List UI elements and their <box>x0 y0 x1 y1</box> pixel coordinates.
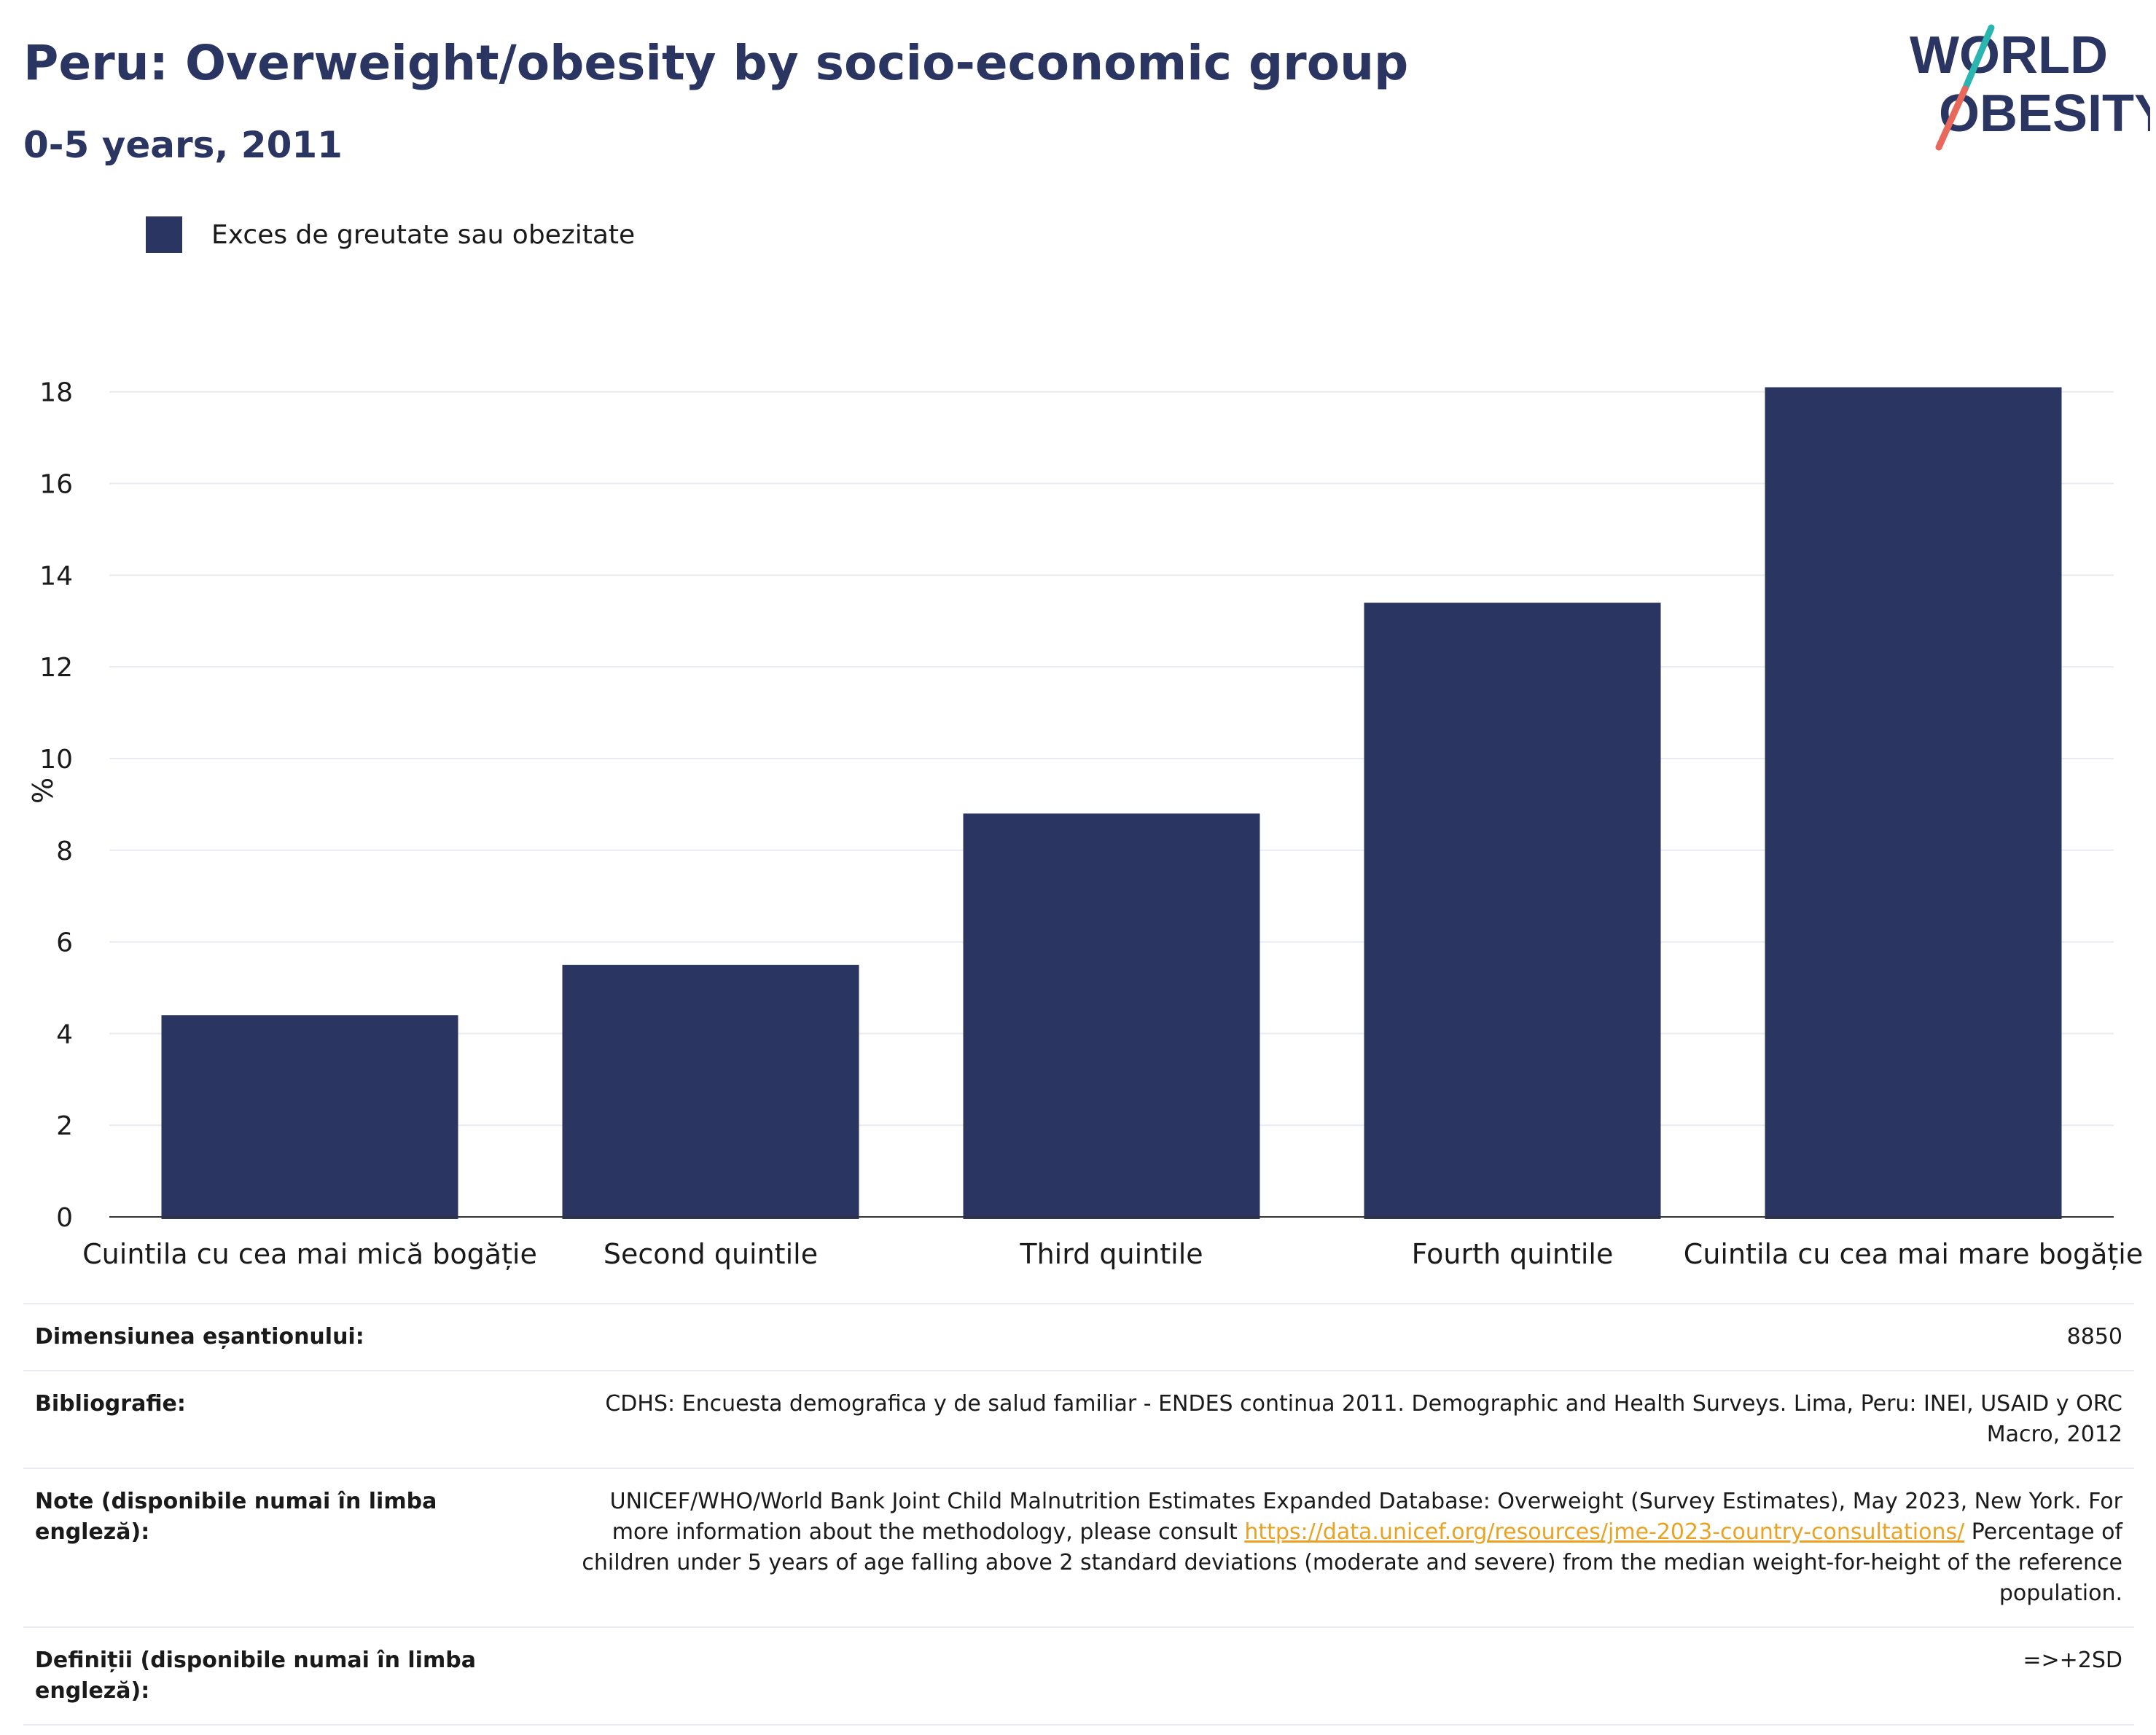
bar <box>1765 387 2062 1219</box>
world-obesity-logo: WORLD OBESITY <box>1910 24 2150 151</box>
x-tick-label: Second quintile <box>604 1238 818 1270</box>
sample-size-value: 8850 <box>2066 1324 2122 1350</box>
bibliography-value: CDHS: Encuesta demografica y de salud fa… <box>605 1391 2122 1447</box>
y-axis-label: % <box>27 778 59 804</box>
y-tick-label: 8 <box>56 837 73 866</box>
bar <box>963 813 1260 1219</box>
info-row-bibliography: Bibliografie: CDHS: Encuesta demografica… <box>23 1371 2134 1469</box>
y-tick-label: 0 <box>56 1203 73 1233</box>
y-tick-label: 14 <box>39 561 73 591</box>
bibliography-label: Bibliografie: <box>35 1391 186 1417</box>
y-tick-label: 2 <box>56 1111 73 1141</box>
info-row-sample-size: Dimensiunea eșantionului: 8850 <box>23 1304 2134 1371</box>
legend: Exces de greutate sau obezitate <box>146 216 635 253</box>
legend-swatch <box>146 216 182 253</box>
notes-link[interactable]: https://data.unicef.org/resources/jme-20… <box>1244 1519 1965 1545</box>
bar <box>562 965 859 1219</box>
notes-label: Note (disponibile numai în limba engleză… <box>35 1489 437 1545</box>
y-tick-label: 4 <box>56 1019 73 1049</box>
y-tick-label: 10 <box>39 745 73 775</box>
y-tick-label: 18 <box>39 378 73 408</box>
legend-label: Exces de greutate sau obezitate <box>211 219 636 250</box>
definitions-value: =>+2SD <box>2023 1648 2122 1673</box>
logo-line2: OBESITY <box>1939 85 2150 143</box>
logo-slash-top <box>1961 24 1995 93</box>
info-row-notes: Note (disponibile numai în limba engleză… <box>23 1469 2134 1628</box>
bar <box>1364 603 1661 1219</box>
bar-chart: 0 2 4 6 8 10 12 14 16 18% Cuintila cu cea mai mică… <box>27 378 2143 1270</box>
info-row-definitions: Definiții (disponibile numai în limba en… <box>23 1628 2134 1726</box>
logo-slash-bottom <box>1935 85 1969 151</box>
bar <box>161 1015 458 1219</box>
notes-text-after: Percentage of children under 5 years of … <box>582 1519 2122 1606</box>
bars <box>161 387 2062 1219</box>
y-tick-label: 12 <box>39 653 73 683</box>
y-tick-label: 16 <box>39 470 73 500</box>
definitions-label: Definiții (disponibile numai în limba en… <box>35 1648 476 1704</box>
x-tick-label: Third quintile <box>1019 1238 1203 1270</box>
x-tick-label: Fourth quintile <box>1412 1238 1614 1270</box>
page-title: Peru: Overweight/obesity by socio-econom… <box>23 35 1409 91</box>
logo-line1: WORLD <box>1910 26 2108 85</box>
y-tick-label: 6 <box>56 928 73 958</box>
axes: 0 2 4 6 8 10 12 14 16 18% Cuintila cu cea mai mică… <box>27 378 2143 1270</box>
sample-size-label: Dimensiunea eșantionului: <box>35 1324 364 1350</box>
x-tick-label: Cuintila cu cea mai mare bogăție <box>1684 1238 2143 1270</box>
notes-value: UNICEF/WHO/World Bank Joint Child Malnut… <box>555 1487 2122 1609</box>
notes-text-before: UNICEF/WHO/World Bank Joint Child Malnut… <box>609 1489 2122 1545</box>
page-subtitle: 0-5 years, 2011 <box>23 124 343 166</box>
info-table: Dimensiunea eșantionului: 8850 Bibliogra… <box>23 1303 2134 1726</box>
x-tick-label: Cuintila cu cea mai mică bogăție <box>82 1238 537 1270</box>
